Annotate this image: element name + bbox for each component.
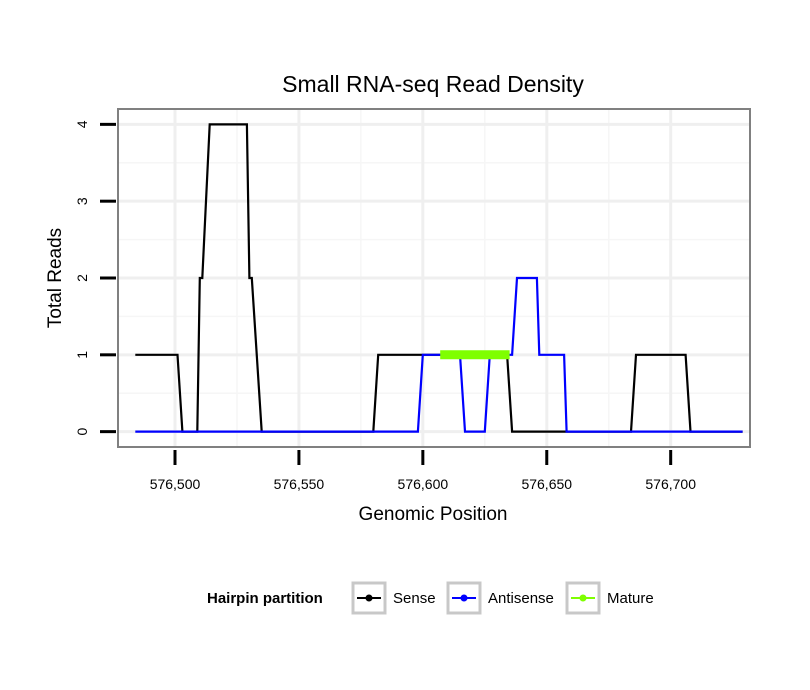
y-axis-label: Total Reads (45, 228, 66, 328)
x-axis: 576,500 576,550 576,600 576,650 576,700 (150, 450, 696, 492)
chart-title: Small RNA-seq Read Density (282, 71, 584, 97)
legend-label-antisense: Antisense (488, 590, 554, 607)
legend-title: Hairpin partition (207, 590, 323, 607)
x-tick-label: 576,550 (274, 476, 325, 492)
legend-dot-antisense (460, 594, 468, 602)
legend-item-sense: Sense (351, 581, 436, 615)
x-tick-label: 576,650 (521, 476, 572, 492)
y-tick-label: 2 (74, 274, 90, 282)
series-layer (135, 123, 743, 433)
legend-item-mature: Mature (565, 581, 654, 615)
y-tick-label: 4 (74, 120, 90, 128)
x-axis-label: Genomic Position (359, 504, 508, 525)
y-tick-label: 3 (74, 197, 90, 205)
series-line-sense (135, 123, 743, 433)
y-tick-label: 0 (74, 427, 90, 435)
legend-dot-mature (579, 594, 587, 602)
legend-item-antisense: Antisense (446, 581, 554, 615)
y-axis: 0 1 2 3 4 (74, 120, 116, 435)
x-tick-label: 576,700 (645, 476, 696, 492)
x-tick-label: 576,600 (398, 476, 449, 492)
x-tick-label: 576,500 (150, 476, 201, 492)
legend-label-sense: Sense (393, 590, 436, 607)
legend-dot-sense (365, 594, 373, 602)
y-tick-label: 1 (74, 351, 90, 359)
plot-border (117, 108, 751, 448)
legend-label-mature: Mature (607, 590, 654, 607)
legend: Hairpin partition Sense Antisense Mature (207, 581, 654, 615)
